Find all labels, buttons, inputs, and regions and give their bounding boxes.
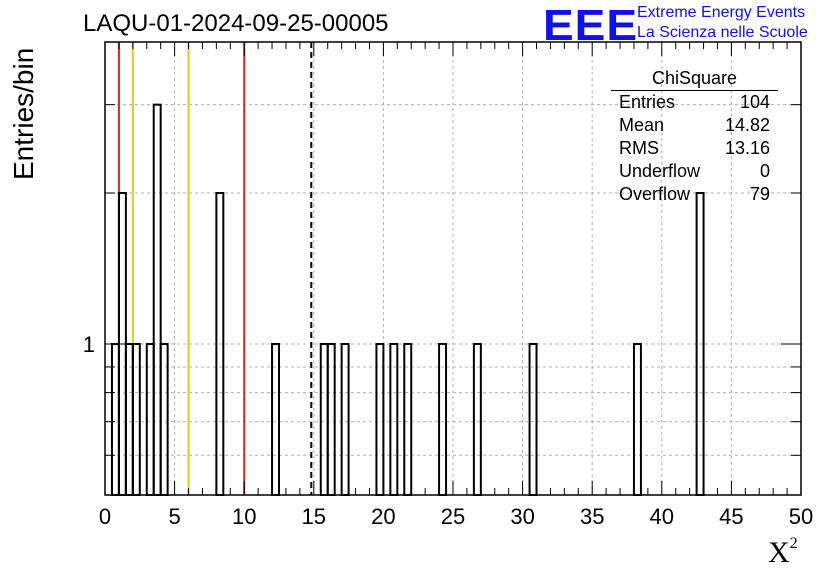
x-tick-label: 45: [719, 504, 743, 529]
logo-line-1: Extreme Energy Events: [637, 4, 806, 21]
x-tick-label: 30: [510, 504, 534, 529]
x-tick-labels: 0 5 10 15 20 25 30 35 40 45 50: [99, 504, 813, 529]
y-tick-label: 1: [83, 332, 95, 357]
logo-line-2: La Scienza nelle Scuole: [637, 24, 808, 41]
axis-ticks: [104, 42, 802, 495]
stats-label: RMS: [619, 138, 659, 158]
grid-lines: [105, 42, 801, 495]
stats-box: ChiSquare Entries 104 Mean 14.82 RMS 13.16 Und…: [611, 66, 778, 206]
stats-value: 104: [739, 92, 770, 112]
stats-label: Entries: [619, 92, 676, 112]
stats-row-underflow: Underflow 0: [611, 160, 778, 183]
stats-row-entries: Entries 104: [611, 91, 778, 114]
stats-value: 13.16: [724, 138, 770, 158]
x-tick-label: 25: [441, 504, 465, 529]
x-tick-label: 10: [232, 504, 256, 529]
x-tick-label: 0: [99, 504, 111, 529]
x-axis-label-superscript: 2: [789, 535, 798, 552]
stats-value: 14.82: [724, 115, 770, 135]
stats-label: Underflow: [619, 161, 701, 181]
eee-logo-text: Extreme Energy Events La Scienza nelle S…: [637, 3, 808, 43]
stats-value: 79: [749, 184, 770, 204]
x-tick-label: 35: [580, 504, 604, 529]
stats-rows: Entries 104 Mean 14.82 RMS 13.16 Underflow 0 Ove…: [611, 91, 778, 206]
y-axis-label: Entries/bin: [8, 47, 39, 180]
x-tick-label: 40: [650, 504, 674, 529]
eee-logo: EEE: [543, 0, 639, 50]
x-tick-label: 50: [789, 504, 813, 529]
stats-label: Mean: [619, 115, 665, 135]
x-axis-label-base: X: [768, 536, 790, 569]
stats-value: 0: [759, 161, 770, 181]
x-axis-label: X2: [768, 535, 798, 570]
reference-lines: [117, 42, 313, 495]
stats-row-rms: RMS 13.16: [611, 137, 778, 160]
stats-row-mean: Mean 14.82: [611, 114, 778, 137]
stats-title: ChiSquare: [611, 66, 778, 91]
y-tick-labels: 1: [83, 332, 95, 357]
x-tick-label: 15: [302, 504, 326, 529]
x-tick-label: 5: [168, 504, 180, 529]
x-tick-label: 20: [371, 504, 395, 529]
stats-row-overflow: Overflow 79: [611, 183, 778, 206]
histogram-bar: [152, 103, 162, 497]
stats-label: Overflow: [619, 184, 691, 204]
chart-title: LAQU-01-2024-09-25-00005: [83, 10, 389, 37]
